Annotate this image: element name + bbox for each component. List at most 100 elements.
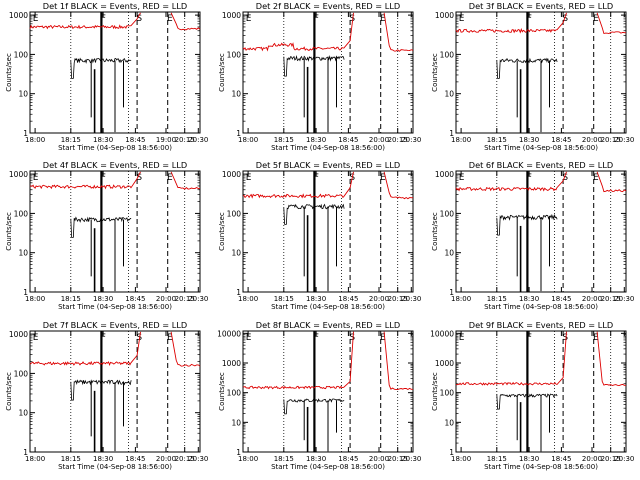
x-tick-label: 18:00 <box>25 295 45 303</box>
x-tick-label: 18:30 <box>519 136 539 144</box>
lld-series-line <box>455 12 567 34</box>
event-marker: E <box>246 173 252 183</box>
events-series-line <box>283 398 345 415</box>
x-tick-label: 20:15 <box>601 295 621 303</box>
y-tick-label: 1 <box>449 129 454 138</box>
y-tick-label: 100 <box>440 389 455 398</box>
panel-title: Det 4f BLACK = Events, RED = LLD <box>43 160 187 170</box>
y-axis-label: Counts/sec <box>431 53 439 92</box>
event-marker: S <box>562 173 568 183</box>
events-series-line <box>70 57 132 79</box>
x-tick-label: 18:30 <box>519 295 539 303</box>
event-marker: E <box>167 173 173 183</box>
events-series-line <box>496 57 558 79</box>
x-tick-label: 20:30 <box>401 136 421 144</box>
panel-2: Det 2f BLACK = Events, RED = LLD 1 10 100 10… <box>218 1 421 152</box>
x-tick-label: 20:15 <box>388 136 408 144</box>
x-tick-label: 18:45 <box>125 295 145 303</box>
x-axis-label: Start Time (04-Sep-08 18:56:00) <box>484 463 598 471</box>
x-tick-label: 20:30 <box>614 295 634 303</box>
x-tick-label: 18:00 <box>451 455 471 463</box>
y-axis-label: Counts/sec <box>431 212 439 251</box>
panel-6: Det 6f BLACK = Events, RED = LLD 1 10 100 10… <box>431 160 634 311</box>
plot-frame <box>455 11 627 134</box>
lld-series-line <box>242 331 354 390</box>
y-tick-label: 1000 <box>435 11 454 20</box>
x-tick-label: 18:45 <box>551 295 571 303</box>
event-marker: E <box>246 14 252 24</box>
event-marker: E <box>459 14 465 24</box>
panel-3: Det 3f BLACK = Events, RED = LLD 1 10 100 10… <box>431 1 634 152</box>
event-marker: E <box>33 14 39 24</box>
lld-series-line <box>242 12 354 52</box>
y-tick-label: 10 <box>444 90 454 99</box>
x-tick-label: 18:15 <box>274 295 294 303</box>
x-tick-label: 20:15 <box>175 295 195 303</box>
x-tick-label: 18:30 <box>519 455 539 463</box>
y-axis-label: Counts/sec <box>5 212 13 251</box>
plot-frame <box>29 330 201 453</box>
y-axis-label: Counts/sec <box>431 372 439 411</box>
x-tick-label: 19:00 <box>156 136 176 144</box>
y-tick-label: 100 <box>440 50 455 59</box>
event-marker: S <box>349 333 355 343</box>
x-axis-label: Start Time (04-Sep-08 18:56:00) <box>271 463 385 471</box>
events-series-line <box>496 213 558 236</box>
x-tick-label: 18:00 <box>238 455 258 463</box>
x-tick-label: 18:00 <box>238 136 258 144</box>
x-tick-label: 18:45 <box>551 455 571 463</box>
x-tick-label: 18:00 <box>238 295 258 303</box>
event-marker: E <box>380 14 386 24</box>
event-marker: E <box>380 333 386 343</box>
x-tick-label: 18:00 <box>25 136 45 144</box>
y-axis-label: Counts/sec <box>218 372 226 411</box>
events-series-line <box>70 216 132 238</box>
x-tick-label: 20:15 <box>388 455 408 463</box>
lld-series-line-post <box>383 331 414 391</box>
y-tick-label: 10 <box>18 409 28 418</box>
x-tick-label: 18:30 <box>306 136 326 144</box>
panel-8: Det 8f BLACK = Events, RED = LLD 1 10 100 10… <box>217 320 421 471</box>
x-tick-label: 18:30 <box>93 455 113 463</box>
panel-title: Det 5f BLACK = Events, RED = LLD <box>256 160 400 170</box>
x-tick-label: 20:00 <box>156 455 176 463</box>
x-tick-label: 20:15 <box>175 455 195 463</box>
event-marker: F <box>527 14 532 24</box>
lld-series-line <box>455 331 567 386</box>
x-tick-label: 20:30 <box>614 455 634 463</box>
x-tick-label: 20:30 <box>188 295 208 303</box>
event-marker: S <box>136 173 142 183</box>
x-tick-label: 20:00 <box>156 295 176 303</box>
panel-title: Det 2f BLACK = Events, RED = LLD <box>256 1 400 11</box>
events-series-line <box>283 203 345 225</box>
plot-frame <box>29 170 201 293</box>
lld-series-line-post <box>596 331 627 387</box>
x-tick-label: 20:00 <box>582 455 602 463</box>
lld-series-line-post <box>170 12 201 31</box>
lld-series-line-post <box>170 331 201 367</box>
event-marker: F <box>314 14 319 24</box>
x-tick-label: 20:00 <box>369 136 389 144</box>
y-tick-label: 1 <box>449 288 454 297</box>
x-tick-label: 18:00 <box>25 455 45 463</box>
event-marker: E <box>380 173 386 183</box>
lld-series-line <box>242 171 354 199</box>
x-tick-label: 18:45 <box>338 455 358 463</box>
x-tick-label: 18:45 <box>338 136 358 144</box>
x-tick-label: 18:15 <box>274 136 294 144</box>
event-marker: F <box>101 333 106 343</box>
event-marker: E <box>593 14 599 24</box>
y-tick-label: 10000 <box>430 329 454 338</box>
y-tick-label: 10 <box>444 249 454 258</box>
x-tick-label: 20:00 <box>369 455 389 463</box>
y-tick-label: 1000 <box>9 11 28 20</box>
event-marker: E <box>593 333 599 343</box>
x-axis-label: Start Time (04-Sep-08 18:56:00) <box>484 144 598 152</box>
lld-series-line-post <box>383 171 414 200</box>
y-tick-label: 10 <box>231 418 241 427</box>
event-marker: E <box>33 173 39 183</box>
event-marker: F <box>314 333 319 343</box>
event-marker: E <box>246 333 252 343</box>
x-axis-label: Start Time (04-Sep-08 18:56:00) <box>484 303 598 311</box>
